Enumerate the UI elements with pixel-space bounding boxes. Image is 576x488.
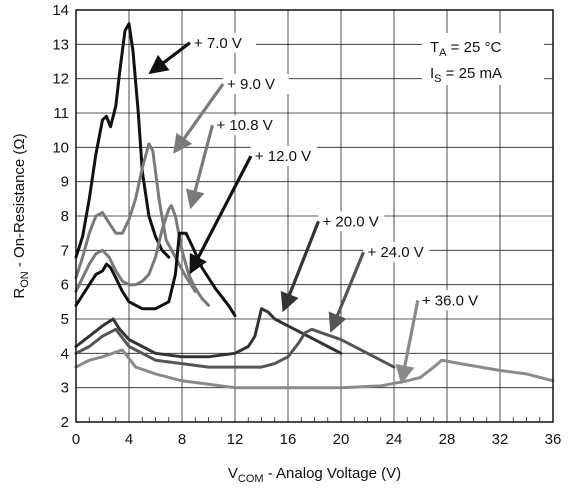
series-callout-label: + 12.0 V: [255, 148, 311, 165]
callout-label-bg: [318, 211, 385, 232]
y-tick-label: 10: [52, 139, 69, 156]
series-layer: + 7.0 V + 9.0 V + 10.8 V + 12.0 V + 20.0 V + …: [74, 22, 555, 390]
y-tick-label: 13: [52, 36, 69, 53]
y-axis-title: RON - On-Resistance (Ω): [11, 133, 31, 298]
series-callout-arrow: [395, 299, 420, 385]
series-callout-arrow: [185, 124, 214, 210]
y-tick-label: 12: [52, 71, 69, 88]
x-tick-label: 24: [386, 431, 403, 448]
series-callout-label: + 7.0 V: [194, 35, 242, 52]
series-callout-label: + 36.0 V: [422, 292, 478, 309]
series-callout-arrow: [280, 220, 320, 313]
callout-label-bg: [223, 73, 290, 94]
x-tick-label: 32: [492, 431, 509, 448]
series-callout-label: + 20.0 V: [322, 213, 378, 230]
x-tick-label: 16: [280, 431, 297, 448]
series-callout-arrow: [173, 83, 225, 154]
x-tick-label: 20: [333, 431, 350, 448]
callout-label-bg: [250, 146, 317, 167]
tick-labels: 0 4 8 12 16 20 24 28 32 36 2 3 4 5 6 7 8 9 10 11 12 13 14: [52, 2, 561, 448]
series-line: [74, 22, 171, 259]
conditions-box: TA = 25 °C IS = 25 mA: [422, 33, 544, 85]
y-tick-label: 14: [52, 2, 69, 19]
series-line: [74, 327, 396, 369]
y-tick-label: 3: [61, 380, 69, 397]
series-callout-arrow: [148, 41, 191, 75]
series-callout-label: + 10.8 V: [216, 117, 272, 134]
x-tick-label: 8: [178, 431, 186, 448]
series-line: [74, 231, 237, 318]
x-tick-label: 4: [125, 431, 133, 448]
y-tick-label: 2: [61, 414, 69, 431]
x-tick-label: 0: [72, 431, 80, 448]
callout-label-bg: [363, 242, 430, 263]
x-tick-label: 28: [439, 431, 456, 448]
x-tick-label: 36: [545, 431, 562, 448]
condition-temperature: TA = 25 °C: [430, 39, 501, 59]
series-callout-label: + 9.0 V: [227, 76, 275, 93]
y-tick-label: 11: [53, 105, 69, 122]
y-tick-label: 7: [61, 242, 69, 259]
plot-frame: [75, 9, 554, 423]
x-tick-label: 12: [227, 431, 244, 448]
series-callout-label: + 24.0 V: [368, 244, 424, 261]
condition-current: IS = 25 mA: [430, 65, 502, 85]
series-line: [74, 348, 555, 390]
series-line: [74, 307, 343, 359]
y-tick-label: 6: [61, 277, 69, 294]
y-tick-label: 9: [61, 174, 69, 191]
series-callout-arrow: [189, 155, 253, 275]
y-tick-label: 4: [61, 345, 69, 362]
y-tick-label: 8: [61, 208, 69, 225]
series-line: [74, 204, 210, 307]
callout-label-bg: [417, 290, 484, 311]
callout-label-bg: [189, 32, 256, 53]
series-callout-arrow: [328, 251, 365, 333]
y-tick-label: 5: [61, 311, 69, 328]
callout-label-bg: [212, 115, 279, 136]
x-axis-title: VCOM - Analog Voltage (V): [228, 465, 401, 485]
series-line: [74, 142, 197, 293]
